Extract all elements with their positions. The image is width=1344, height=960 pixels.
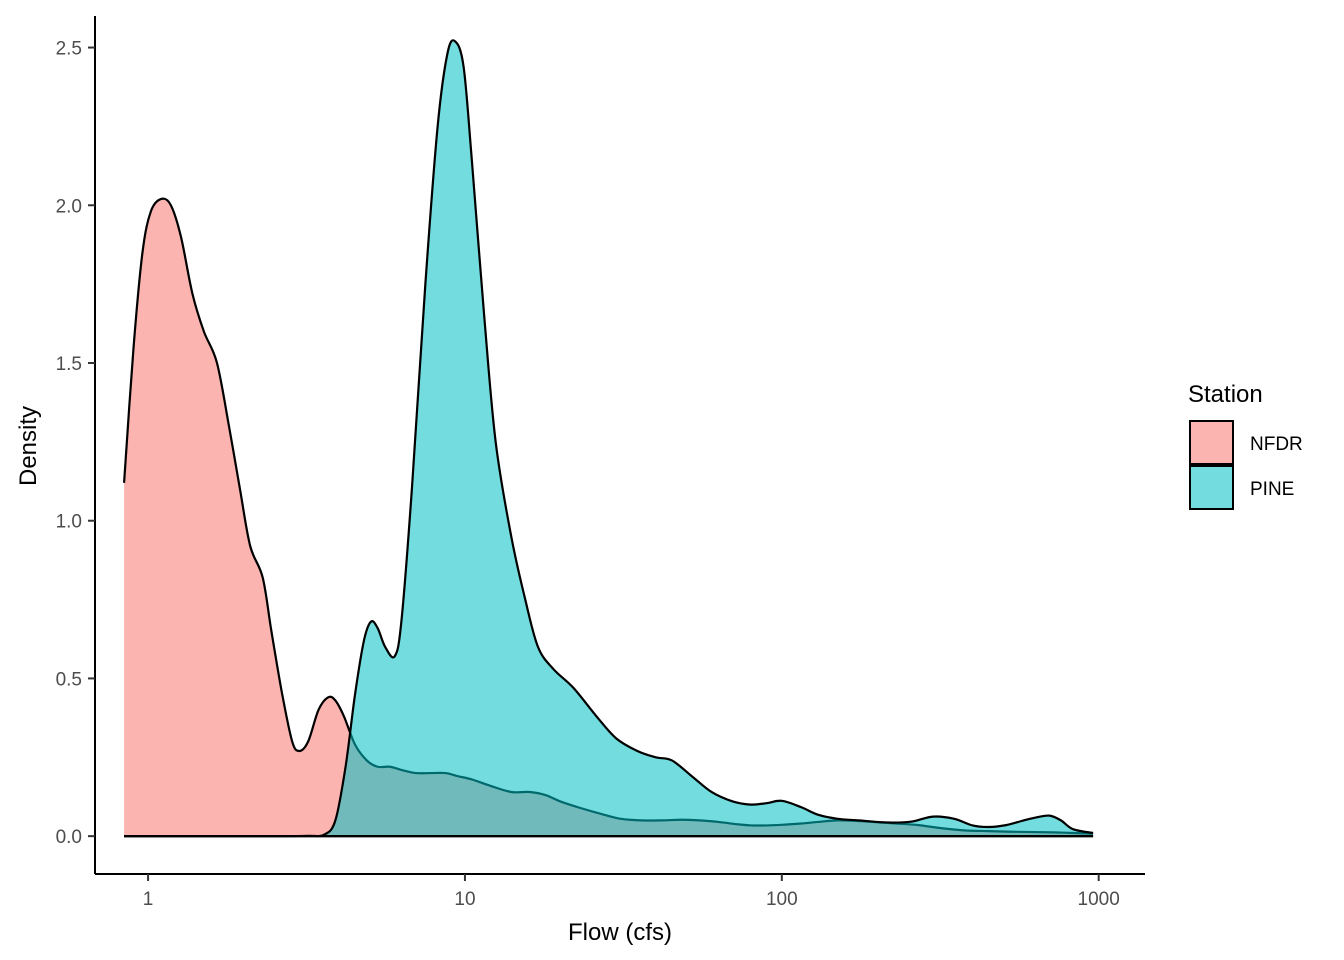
y-tick-label: 0.0: [56, 827, 82, 848]
density-area-pine: [124, 40, 1094, 837]
legend-title: Station: [1188, 381, 1263, 408]
y-tick-label: 2.0: [56, 196, 82, 217]
plot-area: [122, 39, 1094, 838]
legend-swatch-pine: [1189, 465, 1234, 510]
y-tick-label: 1.5: [56, 354, 82, 375]
legend-swatch-nfdr: [1189, 420, 1234, 465]
legend-label-pine: PINE: [1250, 479, 1294, 500]
y-axis-title: Density: [15, 406, 42, 486]
x-axis-title: Flow (cfs): [568, 919, 672, 946]
legend-label-nfdr: NFDR: [1250, 434, 1303, 455]
density-line-pine: [124, 39, 1094, 838]
y-tick-label: 2.5: [56, 39, 82, 60]
y-axis: 0.0 0.5 1.0 1.5 2.0 2.5: [56, 16, 96, 874]
x-axis: 1 10 100 1000: [95, 873, 1145, 910]
density-area-nfdr: [124, 198, 1094, 837]
legend: Station NFDR PINE: [1188, 381, 1303, 510]
x-tick-label: 1000: [1078, 889, 1120, 910]
y-tick-label: 0.5: [56, 669, 82, 690]
x-tick-label: 100: [766, 889, 798, 910]
y-tick-label: 1.0: [56, 512, 82, 533]
x-tick-label: 10: [454, 889, 475, 910]
x-tick-label: 1: [143, 889, 154, 910]
